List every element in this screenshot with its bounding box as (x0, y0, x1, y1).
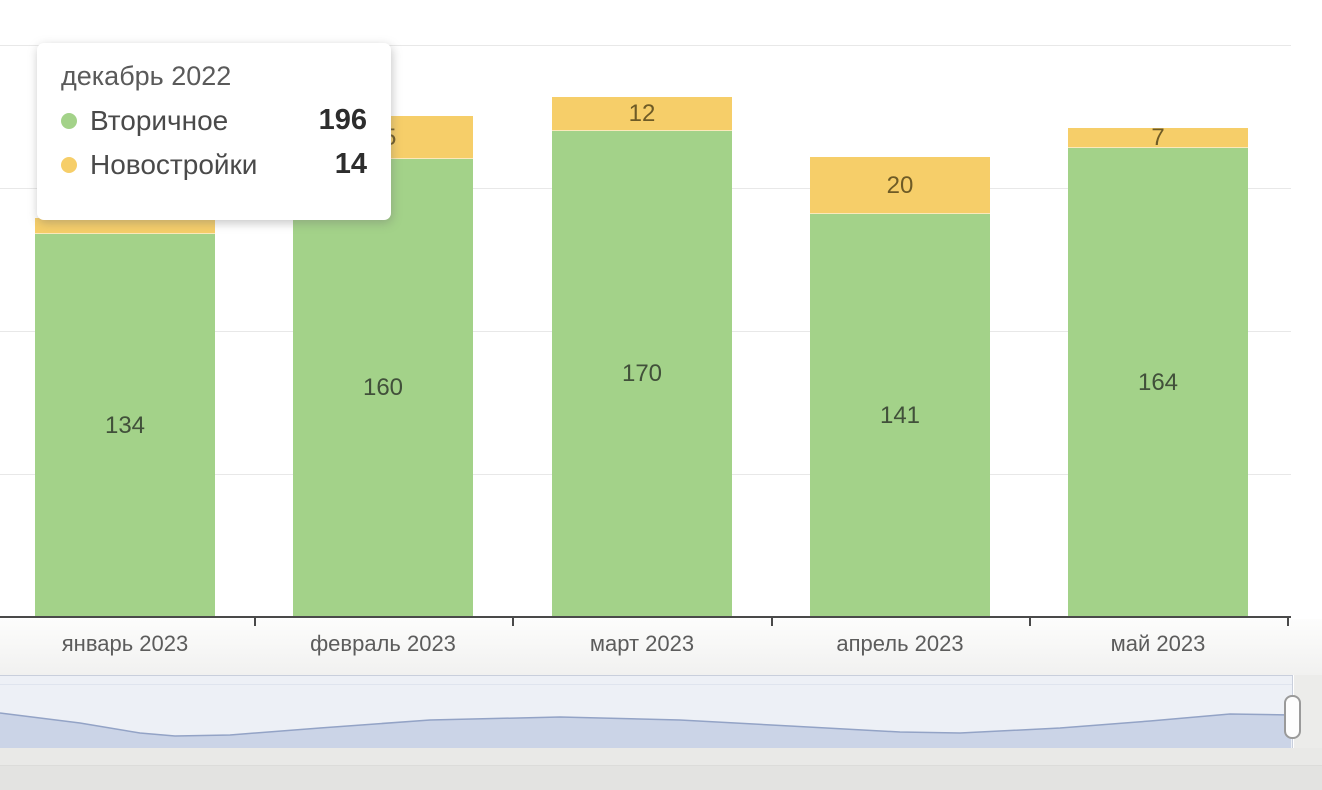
gridline-200 (0, 45, 1291, 46)
tooltip-series-label: Новостройки (90, 148, 258, 180)
tooltip-series-label: Вторичное (90, 104, 229, 136)
x-axis-label-3: апрель 2023 (836, 631, 964, 656)
x-axis-label-1: февраль 2023 (310, 631, 456, 656)
tooltip-row-newbuildings: Новостройки 14 (61, 148, 367, 181)
x-axis-label-0: январь 2023 (61, 631, 189, 656)
bar-segment-newbuildings-2[interactable] (552, 97, 732, 131)
bar-value-newbuildings-3: 20 (886, 172, 914, 199)
footer-lower-band (0, 766, 1322, 790)
bar-segment-secondary-0[interactable] (35, 234, 215, 617)
bar-segment-newbuildings-3[interactable] (810, 157, 990, 214)
series-secondary-dot-icon (61, 112, 77, 129)
bar-segment-secondary-4[interactable] (1068, 148, 1248, 617)
navigator-track[interactable] (0, 675, 1294, 748)
navigator-handle[interactable] (1284, 695, 1301, 739)
x-axis-line (0, 616, 1291, 618)
navigator-area-chart (0, 712, 1294, 748)
x-axis-tick-1 (512, 617, 514, 626)
chart-tooltip: декабрь 2022 Вторичное 196 Новостройки 1… (37, 43, 391, 220)
tooltip-series-value: 196 (318, 104, 367, 136)
tooltip-row-secondary: Вторичное 196 (61, 104, 367, 137)
x-axis-label-4: май 2023 (1110, 631, 1206, 656)
bar-segment-secondary-3[interactable] (810, 214, 990, 617)
navigator-inner-line (0, 684, 1292, 685)
x-axis-tick-3 (1029, 617, 1031, 626)
tooltip-title: декабрь 2022 (61, 61, 232, 91)
x-axis-tick-0 (254, 617, 256, 626)
bar-segment-secondary-2[interactable] (552, 131, 732, 617)
bar-value-secondary-3: 141 (879, 402, 921, 429)
bar-value-secondary-1: 160 (362, 374, 404, 401)
bar-segment-secondary-1[interactable] (293, 159, 473, 617)
bar-value-newbuildings-2: 12 (628, 100, 656, 127)
x-axis-label-2: март 2023 (589, 631, 695, 656)
bar-segment-newbuildings-0[interactable] (35, 218, 215, 234)
tooltip-series-value: 14 (334, 148, 367, 180)
bar-value-newbuildings-4: 7 (1151, 124, 1165, 151)
axis-band-background (0, 619, 1322, 675)
series-newbuildings-dot-icon (61, 156, 77, 173)
bar-value-secondary-4: 164 (1137, 369, 1179, 396)
x-axis-tick-2 (771, 617, 773, 626)
footer-band (0, 748, 1322, 790)
bar-segment-newbuildings-4[interactable] (1068, 128, 1248, 148)
bar-value-secondary-0: 134 (104, 412, 146, 439)
bar-value-secondary-2: 170 (621, 360, 663, 387)
x-axis-tick-4 (1287, 617, 1289, 626)
footer-divider (0, 765, 1322, 766)
